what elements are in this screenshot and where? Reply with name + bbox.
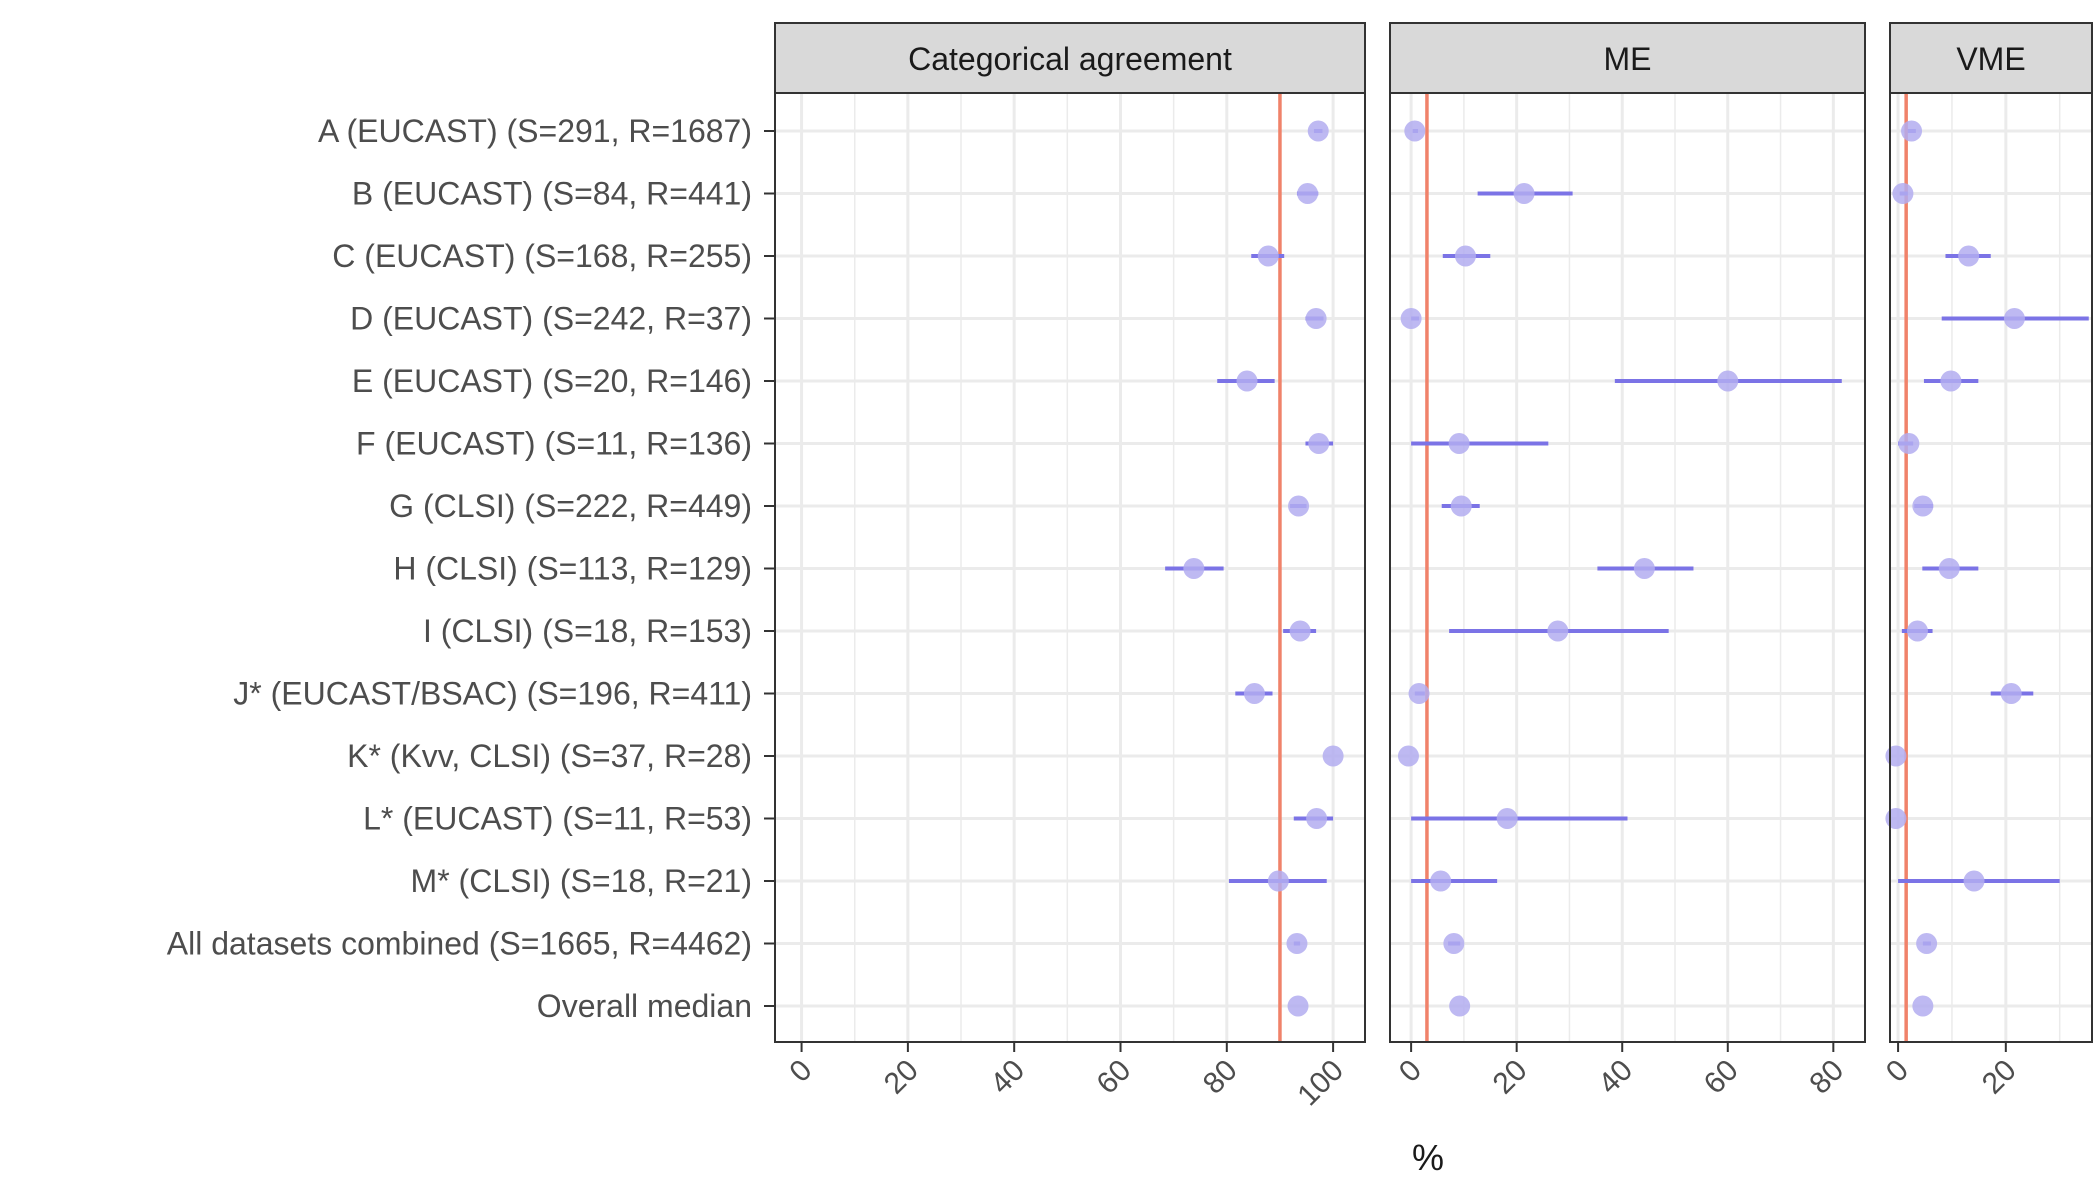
x-tick-label: 80 <box>1197 1054 1244 1101</box>
x-tick-label: 0 <box>1393 1054 1428 1089</box>
estimate-point <box>1443 933 1465 954</box>
estimate-point <box>1717 370 1739 392</box>
facet-strip-label: ME <box>1604 41 1652 77</box>
estimate-point <box>1430 870 1452 892</box>
estimate-point <box>1287 995 1309 1017</box>
estimate-point <box>1912 495 1934 517</box>
panel-frame <box>1389 92 1866 1043</box>
estimate-point <box>1633 558 1655 579</box>
estimate-point <box>1912 995 1934 1017</box>
estimate-point <box>1892 183 1914 204</box>
category-label: All datasets combined (S=1665, R=4462) <box>167 926 752 962</box>
estimate-point <box>1448 433 1470 454</box>
estimate-point <box>1307 120 1329 142</box>
estimate-point <box>1547 620 1569 642</box>
x-tick-label: 40 <box>984 1054 1031 1101</box>
facet-strip <box>1889 22 2093 94</box>
estimate-point <box>1938 558 1960 579</box>
estimate-point <box>1305 308 1327 329</box>
estimate-point <box>1257 245 1279 267</box>
x-tick-label: 20 <box>878 1054 925 1101</box>
estimate-point <box>1297 183 1319 204</box>
estimate-point <box>1236 370 1258 392</box>
facet-strip-label: Categorical agreement <box>908 41 1232 77</box>
category-label: J* (EUCAST/BSAC) (S=196, R=411) <box>233 676 752 712</box>
x-tick-label: 60 <box>1091 1054 1138 1101</box>
estimate-point <box>1958 245 1980 267</box>
estimate-point <box>1404 120 1426 142</box>
x-tick-label: 80 <box>1803 1054 1850 1101</box>
estimate-point <box>1450 495 1472 517</box>
estimate-point <box>1306 808 1328 829</box>
x-tick-label: 0 <box>783 1054 818 1089</box>
category-label: D (EUCAST) (S=242, R=37) <box>350 301 752 337</box>
estimate-point <box>1449 995 1471 1017</box>
estimate-point <box>1322 745 1344 767</box>
category-label: Overall median <box>537 988 752 1024</box>
estimate-point <box>1885 808 1907 829</box>
estimate-point <box>1289 620 1311 642</box>
category-label: G (CLSI) (S=222, R=449) <box>389 488 752 524</box>
estimate-point <box>1916 933 1938 954</box>
category-label: F (EUCAST) (S=11, R=136) <box>356 426 752 462</box>
x-tick-label: 20 <box>1976 1054 2023 1101</box>
facet-panel: Categorical agreement 0 20 40 60 80 100 <box>774 22 1366 1113</box>
x-tick-label: 40 <box>1592 1054 1639 1101</box>
facet-panel: ME 0 20 40 60 80 <box>1389 22 1866 1101</box>
estimate-point <box>1243 683 1265 704</box>
estimate-point <box>1288 495 1310 517</box>
category-label: K* (Kvv, CLSI) (S=37, R=28) <box>347 738 752 774</box>
x-tick-label: 20 <box>1487 1054 1534 1101</box>
estimate-point <box>1308 433 1330 454</box>
category-label: E (EUCAST) (S=20, R=146) <box>352 363 752 399</box>
estimate-point <box>1408 683 1430 704</box>
estimate-point <box>1183 558 1205 579</box>
facet-strip-label: VME <box>1956 41 2025 77</box>
estimate-point <box>1397 745 1419 767</box>
estimate-point <box>2003 308 2025 329</box>
facet-strip <box>1389 22 1866 94</box>
panel-frame <box>1889 92 2093 1043</box>
estimate-point <box>1898 433 1920 454</box>
facet-panel: VME 0 20 <box>1880 22 2093 1101</box>
estimate-point <box>1513 183 1535 204</box>
estimate-point <box>1901 120 1923 142</box>
facet-strip <box>774 22 1366 94</box>
estimate-point <box>1963 870 1985 892</box>
x-tick-label: 100 <box>1291 1054 1350 1113</box>
category-label: M* (CLSI) (S=18, R=21) <box>411 863 752 899</box>
estimate-point <box>1454 245 1476 267</box>
category-label: L* (EUCAST) (S=11, R=53) <box>363 801 752 837</box>
estimate-point <box>2000 683 2022 704</box>
estimate-point <box>1286 933 1308 954</box>
estimate-point <box>1267 870 1289 892</box>
x-tick-label: 0 <box>1880 1054 1915 1089</box>
estimate-point <box>1400 308 1422 329</box>
category-label: I (CLSI) (S=18, R=153) <box>423 613 752 649</box>
estimate-point <box>1906 620 1928 642</box>
category-label: A (EUCAST) (S=291, R=1687) <box>318 113 752 149</box>
estimate-point <box>1496 808 1518 829</box>
x-axis-title: % <box>1412 1137 1444 1178</box>
estimate-point <box>1885 745 1907 767</box>
x-tick-label: 60 <box>1698 1054 1745 1101</box>
category-label: C (EUCAST) (S=168, R=255) <box>332 238 752 274</box>
estimate-point <box>1940 370 1962 392</box>
category-label: B (EUCAST) (S=84, R=441) <box>352 176 752 212</box>
category-label: H (CLSI) (S=113, R=129) <box>393 551 752 587</box>
